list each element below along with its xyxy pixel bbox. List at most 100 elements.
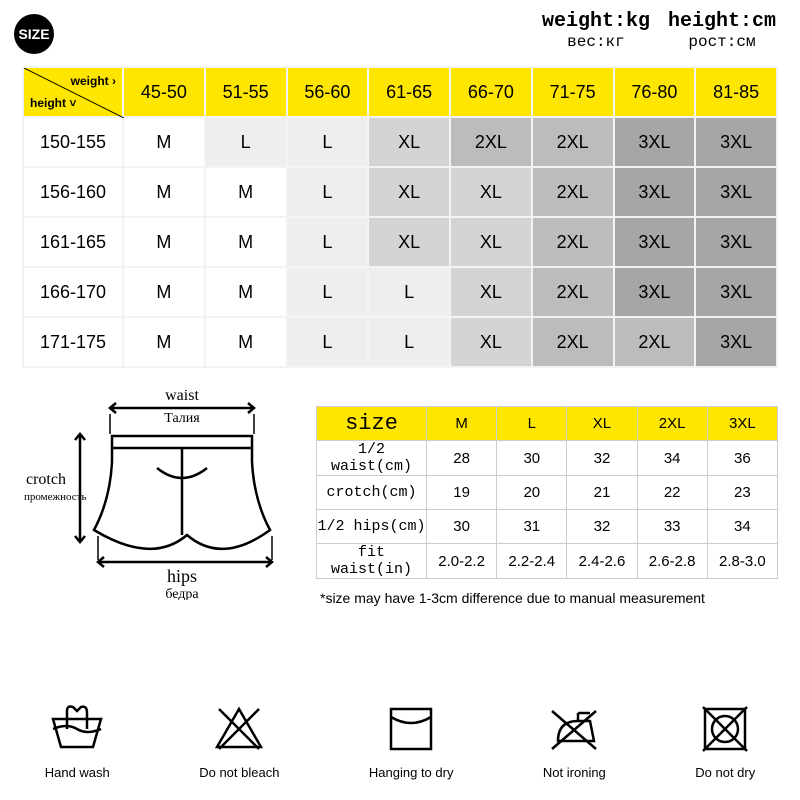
size-cell: L <box>287 317 369 367</box>
meas-cell: 34 <box>707 510 777 544</box>
weight-unit-en: weight:kg <box>542 10 650 33</box>
size-chart-table: weight › height ˅ 45-5051-5556-6061-6566… <box>22 66 778 368</box>
meas-cell: 34 <box>637 441 707 476</box>
height-unit-en: height:cm <box>668 10 776 33</box>
size-cell: L <box>287 117 369 167</box>
crotch-label-en: crotch <box>26 471 66 488</box>
hips-label-ru: бедра <box>165 587 199 600</box>
size-cell: 3XL <box>614 117 696 167</box>
meas-size-col: M <box>427 407 497 441</box>
size-cell: 3XL <box>614 167 696 217</box>
height-header: 171-175 <box>23 317 123 367</box>
size-cell: 3XL <box>614 217 696 267</box>
meas-size-header: size <box>317 407 427 441</box>
meas-size-col: L <box>497 407 567 441</box>
weight-header: 71-75 <box>532 67 614 117</box>
size-cell: 2XL <box>614 317 696 367</box>
size-cell: L <box>287 267 369 317</box>
size-cell: L <box>287 167 369 217</box>
weight-header: 76-80 <box>614 67 696 117</box>
unit-legend: weight:kg вес:кг height:cm рост:см <box>542 10 776 51</box>
care-label: Not ironing <box>543 765 606 780</box>
size-cell: L <box>368 267 450 317</box>
care-label: Do not dry <box>695 765 755 780</box>
size-cell: 3XL <box>695 267 777 317</box>
size-cell: XL <box>368 167 450 217</box>
meas-size-col: 2XL <box>637 407 707 441</box>
meas-row-label: 1/2 waist(cm) <box>317 441 427 476</box>
care-label: Hanging to dry <box>369 765 454 780</box>
weight-header: 51-55 <box>205 67 287 117</box>
size-cell: 2XL <box>532 167 614 217</box>
size-cell: M <box>123 317 205 367</box>
size-cell: XL <box>450 267 532 317</box>
hand-wash-icon <box>47 699 107 759</box>
measurement-table: size MLXL2XL3XL 1/2 waist(cm)2830323436c… <box>316 406 778 579</box>
size-cell: 2XL <box>532 117 614 167</box>
meas-row-label: 1/2 hips(cm) <box>317 510 427 544</box>
care-instructions: Hand wash Do not bleach Hanging to dry N… <box>0 699 800 780</box>
waist-label-ru: Талия <box>164 411 200 426</box>
meas-row-label: crotch(cm) <box>317 476 427 510</box>
meas-size-col: 3XL <box>707 407 777 441</box>
meas-cell: 20 <box>497 476 567 510</box>
size-cell: 2XL <box>532 217 614 267</box>
meas-cell: 32 <box>567 441 637 476</box>
measurement-note: *size may have 1-3cm difference due to m… <box>320 590 705 606</box>
size-cell: L <box>287 217 369 267</box>
weight-header: 61-65 <box>368 67 450 117</box>
size-cell: XL <box>368 217 450 267</box>
corner-height-label: height ˅ <box>30 96 76 110</box>
height-unit-ru: рост:см <box>668 33 776 51</box>
weight-header: 45-50 <box>123 67 205 117</box>
care-label: Do not bleach <box>199 765 279 780</box>
size-cell: XL <box>368 117 450 167</box>
height-header: 161-165 <box>23 217 123 267</box>
corner-weight-label: weight › <box>71 74 116 88</box>
weight-unit-ru: вес:кг <box>542 33 650 51</box>
meas-cell: 2.4-2.6 <box>567 544 637 579</box>
size-cell: 3XL <box>695 217 777 267</box>
size-cell: 2XL <box>532 317 614 367</box>
meas-cell: 32 <box>567 510 637 544</box>
height-header: 156-160 <box>23 167 123 217</box>
size-cell: L <box>205 117 287 167</box>
meas-cell: 30 <box>427 510 497 544</box>
size-cell: XL <box>450 317 532 367</box>
size-cell: M <box>205 217 287 267</box>
size-cell: XL <box>450 167 532 217</box>
size-cell: 3XL <box>614 267 696 317</box>
size-cell: M <box>205 267 287 317</box>
crotch-label-ru: промежность <box>24 491 87 503</box>
size-cell: 2XL <box>532 267 614 317</box>
no-tumble-icon <box>695 699 755 759</box>
meas-cell: 2.2-2.4 <box>497 544 567 579</box>
meas-cell: 2.8-3.0 <box>707 544 777 579</box>
size-cell: 3XL <box>695 317 777 367</box>
meas-cell: 28 <box>427 441 497 476</box>
size-cell: M <box>205 167 287 217</box>
meas-row-label: fit waist(in) <box>317 544 427 579</box>
size-cell: M <box>205 317 287 367</box>
meas-size-col: XL <box>567 407 637 441</box>
meas-cell: 33 <box>637 510 707 544</box>
size-cell: M <box>123 217 205 267</box>
meas-cell: 21 <box>567 476 637 510</box>
meas-cell: 23 <box>707 476 777 510</box>
corner-cell: weight › height ˅ <box>23 67 123 117</box>
height-header: 166-170 <box>23 267 123 317</box>
meas-cell: 30 <box>497 441 567 476</box>
waist-label-en: waist <box>165 390 199 404</box>
meas-cell: 2.6-2.8 <box>637 544 707 579</box>
meas-cell: 2.0-2.2 <box>427 544 497 579</box>
size-badge: SIZE <box>14 14 54 54</box>
hips-label-en: hips <box>167 566 197 586</box>
height-header: 150-155 <box>23 117 123 167</box>
weight-header: 81-85 <box>695 67 777 117</box>
size-cell: 3XL <box>695 117 777 167</box>
hang-dry-icon <box>381 699 441 759</box>
size-cell: L <box>368 317 450 367</box>
meas-cell: 22 <box>637 476 707 510</box>
size-cell: M <box>123 267 205 317</box>
weight-header: 66-70 <box>450 67 532 117</box>
